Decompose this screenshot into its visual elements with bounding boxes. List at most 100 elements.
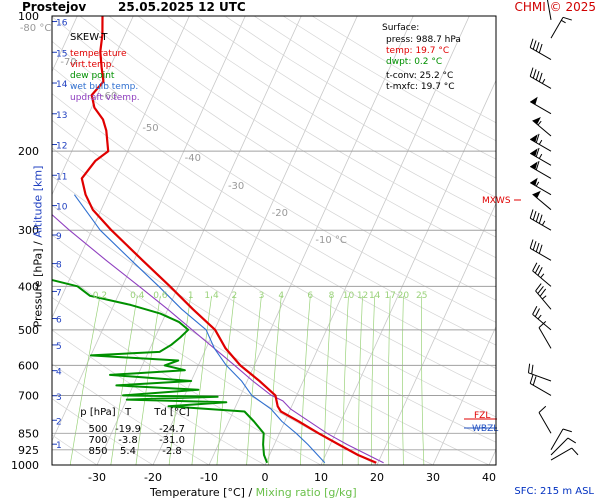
altitude-tick-5: 5 xyxy=(56,342,62,352)
wind-barb xyxy=(550,447,579,461)
dry-adiabat xyxy=(52,147,496,418)
altitude-tick-4: 4 xyxy=(56,368,62,378)
levels-table-header: Td [°C] xyxy=(153,407,190,418)
temperature-tick-30: 30 xyxy=(426,471,440,484)
wind-barb xyxy=(529,147,552,166)
plot-frame xyxy=(51,15,497,466)
isotherm xyxy=(52,16,134,196)
isotherm xyxy=(376,202,496,465)
temperature-line xyxy=(80,16,377,464)
altitude-tick-15: 15 xyxy=(56,49,67,59)
mixing-ratio-line xyxy=(388,295,391,465)
mixing-ratio-label: 0.4 xyxy=(130,291,145,301)
isotherm-label: -50 xyxy=(142,123,158,134)
mixing-ratio-label: 8 xyxy=(329,291,335,301)
temperature-axis-title: Temperature [°C] xyxy=(150,486,245,499)
wind-barb xyxy=(529,38,552,60)
mixing-ratio-line xyxy=(323,295,332,465)
isotherm xyxy=(545,16,600,465)
altitude-tick-8: 8 xyxy=(56,261,62,271)
isotherm-label: -70 xyxy=(60,57,76,68)
isotherm xyxy=(208,16,414,465)
isotherm xyxy=(52,16,190,319)
wind-barb xyxy=(529,177,552,196)
levels-table-cell: -2.8 xyxy=(162,446,182,457)
legend-item: wet bulb temp. xyxy=(70,82,138,92)
altitude-tick-10: 10 xyxy=(56,203,68,213)
pressure-tick-1000: 1000 xyxy=(11,459,39,472)
levels-table-cell: 5.4 xyxy=(120,446,136,457)
altitude-tick-13: 13 xyxy=(56,111,67,121)
temperature-tick--10: -10 xyxy=(200,471,218,484)
x-title-separator: / xyxy=(244,486,256,499)
wind-barb xyxy=(529,67,552,89)
y-axis-title: Pressure [hPa] / Altitude [km] xyxy=(32,157,45,337)
labels: 1002003004005006007008509251000123456789… xyxy=(11,10,521,484)
wind-barb xyxy=(538,321,552,349)
wind-barb xyxy=(529,133,552,152)
station-name: Prostejov xyxy=(22,0,87,14)
mixing-ratio-label: 0.2 xyxy=(93,291,107,301)
mixing-ratio-line xyxy=(342,295,349,465)
altitude-tick-12: 12 xyxy=(56,142,67,152)
wet-bulb-line xyxy=(73,194,326,464)
surface-tconv: t-conv: 25.2 °C xyxy=(386,71,453,81)
levels-table-cell: -3.8 xyxy=(118,435,138,446)
wind-barb xyxy=(532,116,552,137)
wind-barbs xyxy=(527,0,579,461)
levels-table-cell: -31.0 xyxy=(159,435,185,446)
mixing-ratio-label: 3 xyxy=(259,291,265,301)
legend-item: virt.temp. xyxy=(70,60,114,70)
pressure-tick-925: 925 xyxy=(18,444,39,457)
altitude-axis-title: Altitude [km] xyxy=(31,165,45,238)
mixing-ratio-label: 2 xyxy=(232,291,238,301)
wind-barb xyxy=(532,190,552,211)
mixing-ratio-line xyxy=(69,295,101,465)
isotherm xyxy=(432,325,496,465)
pressure-axis-title: Pressure [hPa] xyxy=(31,248,45,328)
levels-table-cell: 850 xyxy=(88,446,107,457)
temperature-tick--20: -20 xyxy=(144,471,162,484)
dry-adiabat xyxy=(108,16,496,259)
isotherm-label: -60 xyxy=(101,91,117,102)
temperature-tick-40: 40 xyxy=(482,471,496,484)
pressure-tick-100: 100 xyxy=(18,10,39,23)
temperature-tick-10: 10 xyxy=(314,471,328,484)
dew-point-line xyxy=(52,278,269,464)
wind-barb xyxy=(550,437,577,456)
wind-barb xyxy=(529,160,552,179)
isotherm-label: -10 °C xyxy=(315,235,347,246)
mixing-ratio-line xyxy=(371,295,376,465)
mixing-ratio-label: 4 xyxy=(278,291,284,301)
temperature-tick-0: 0 xyxy=(262,471,269,484)
mixing-ratio-label: 12 xyxy=(357,291,368,301)
altitude-tick-14: 14 xyxy=(56,80,68,90)
temperature-tick--30: -30 xyxy=(88,471,106,484)
mixing-ratio-line xyxy=(110,295,138,465)
altitude-tick-6: 6 xyxy=(56,316,62,326)
legend-item: temperature xyxy=(70,49,127,59)
credit-link[interactable]: CHMI © 2025 xyxy=(514,0,596,14)
levels-table-cell: -24.7 xyxy=(159,424,185,435)
y-title-separator: / xyxy=(31,237,45,249)
surface-tmxfc: t-mxfc: 19.7 °C xyxy=(386,82,455,92)
mixing-ratio-line xyxy=(357,295,363,465)
pressure-tick-850: 850 xyxy=(18,427,39,440)
dry-adiabat xyxy=(52,119,496,393)
pressure-tick-300: 300 xyxy=(18,224,39,237)
mixing-ratio-label: 0.6 xyxy=(153,291,168,301)
surface-elevation-label: SFC: 215 m ASL xyxy=(514,486,594,497)
pressure-tick-600: 600 xyxy=(18,359,39,372)
isotherm xyxy=(320,79,496,465)
levels-table-cell: 700 xyxy=(88,435,107,446)
dry-adiabat xyxy=(52,16,496,301)
mixing-ratio-label: 20 xyxy=(398,291,410,301)
mixing-ratio-label: 1 xyxy=(188,291,194,301)
isotherm xyxy=(264,16,470,465)
mixing-ratio-label: 25 xyxy=(416,291,427,301)
wind-barb xyxy=(546,0,552,20)
pressure-tick-200: 200 xyxy=(18,145,39,158)
dry-adiabat xyxy=(195,16,496,198)
isotherm-label: -40 xyxy=(185,153,201,164)
legend-item: updraft v.temp. xyxy=(70,93,140,103)
